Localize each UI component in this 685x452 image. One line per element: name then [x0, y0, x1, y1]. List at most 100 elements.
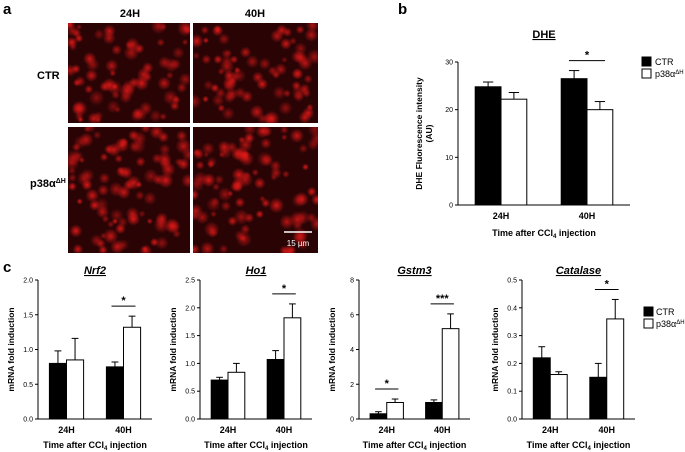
chart-title: DHE — [532, 29, 555, 41]
y-tick-label: 1.5 — [23, 312, 33, 319]
x-tick-label: 24H — [493, 211, 510, 221]
bar-ctr-40h — [425, 401, 443, 420]
y-axis-label: mRNA fold induction — [327, 307, 337, 391]
bar-ctr-24h — [369, 413, 388, 420]
y-tick-label: 0.3 — [507, 333, 517, 340]
legend-b: CTR p38αΔH — [641, 56, 684, 79]
chart-title: Ho1 — [246, 265, 267, 277]
bar-ctr-40h — [560, 78, 588, 206]
y-tick-label: 2.5 — [185, 278, 195, 285]
chart-dhe: DHE 0 10 20 30 DHE Fluorescence intensity(AU)… — [414, 29, 630, 240]
bar-p38-24h — [227, 371, 246, 420]
panel-letter-c: c — [3, 259, 11, 276]
x-tick-label: 24H — [378, 425, 395, 435]
chart-catalase: Catalase 0.0 0.1 0.2 0.3 0.4 0.5 mRNA fold indu… — [490, 265, 635, 452]
x-axis-label: Time after CCl4 injection — [492, 228, 596, 240]
y-tick-label: 0.1 — [507, 389, 517, 396]
significance-marker: * — [585, 50, 590, 62]
bar-ctr-40h — [266, 359, 285, 420]
y-tick-label: 30 — [445, 60, 453, 67]
micrograph-tile — [193, 127, 318, 253]
chart-ho1: Ho1 0.0 0.5 1.0 1.5 2.0 2.5 mRNA fold induction… — [168, 265, 312, 452]
y-axis-label: mRNA fold induction — [6, 307, 16, 391]
x-tick-label: 40H — [276, 425, 293, 435]
legend-swatch-p38 — [643, 318, 654, 329]
y-tick-label: 0.0 — [23, 417, 33, 424]
panel-letter-b: b — [398, 1, 407, 18]
micrograph-tile — [68, 127, 190, 253]
column-header-40h: 40H — [245, 8, 265, 20]
bar-p38-40h — [283, 317, 302, 420]
significance-marker: *** — [436, 293, 450, 305]
legend-swatch-p38 — [641, 68, 652, 79]
y-tick-label: 10 — [445, 155, 453, 162]
y-tick-label: 2.0 — [23, 278, 33, 285]
legend-swatch-ctr — [641, 56, 652, 67]
x-tick-label: 24H — [542, 425, 559, 435]
y-tick-label: 0.4 — [507, 305, 517, 312]
y-axis-label: mRNA fold induction — [168, 307, 178, 391]
y-tick-label: 1.5 — [185, 333, 195, 340]
x-axis-label: Time after CCl4 injection — [43, 440, 147, 452]
x-axis-label: Time after CCl4 injection — [527, 440, 631, 452]
micrograph-tile — [193, 23, 318, 123]
y-tick-label: 0.5 — [23, 382, 33, 389]
x-axis-label: Time after CCl4 injection — [204, 440, 308, 452]
chart-title: Catalase — [556, 265, 601, 277]
bar-p38-40h — [606, 318, 625, 420]
panel-letter-a: a — [3, 1, 12, 18]
legend-label-ctr: CTR — [655, 57, 674, 67]
y-tick-label: 0.2 — [507, 361, 517, 368]
x-tick-label: 40H — [579, 211, 596, 221]
y-tick-label: 0.0 — [507, 417, 517, 424]
y-tick-label: 20 — [445, 107, 453, 114]
bar-ctr-24h — [532, 357, 551, 420]
x-tick-label: 24H — [58, 425, 75, 435]
significance-marker: * — [385, 378, 390, 390]
x-tick-label: 40H — [598, 425, 615, 435]
x-tick-label: 24H — [220, 425, 237, 435]
x-tick-label: 40H — [434, 425, 451, 435]
y-tick-label: 0.0 — [185, 417, 195, 424]
y-tick-label: 2 — [350, 382, 354, 389]
legend-label-p38: p38αΔH — [656, 319, 685, 329]
legend-label-ctr: CTR — [656, 307, 675, 317]
scale-bar: 15 µm — [284, 231, 312, 248]
y-axis-label: mRNA fold induction — [490, 307, 500, 391]
y-tick-label: 6 — [350, 312, 354, 319]
bar-p38-24h — [386, 401, 404, 420]
bar-p38-40h — [586, 109, 614, 206]
y-tick-label: 0.5 — [507, 278, 517, 285]
chart-nrf2: Nrf2 0.0 0.5 1.0 1.5 2.0 mRNA fold induction Ti… — [6, 265, 152, 452]
chart-title: Nrf2 — [84, 265, 106, 277]
bar-p38-24h — [549, 374, 568, 420]
bar-p38-40h — [441, 328, 460, 420]
chart-gstm3: Gstm3 0 2 4 6 8 mRNA fold induction Time after … — [327, 265, 470, 452]
legend-swatch-ctr — [643, 306, 654, 317]
y-tick-label: 1.0 — [185, 361, 195, 368]
bar-ctr-24h — [474, 86, 502, 206]
y-tick-label: 0.5 — [185, 389, 195, 396]
x-tick-label: 40H — [115, 425, 132, 435]
y-tick-label: 0 — [350, 417, 354, 424]
bar-p38-40h — [123, 326, 142, 420]
bar-p38-24h — [500, 98, 528, 206]
bar-p38-24h — [66, 359, 85, 420]
y-tick-label: 4 — [350, 347, 354, 354]
bar-ctr-24h — [48, 362, 68, 420]
micrograph-tile — [68, 23, 190, 123]
chart-title: Gstm3 — [397, 265, 431, 277]
micrograph-panel: 24H 40H CTR p38αΔH 15 µm — [30, 8, 318, 253]
bar-ctr-24h — [210, 379, 229, 420]
row-label-ctr: CTR — [37, 70, 60, 82]
bar-ctr-40h — [589, 376, 608, 420]
significance-marker: * — [282, 283, 287, 295]
significance-marker: * — [121, 295, 126, 307]
y-tick-label: 8 — [350, 278, 354, 285]
y-tick-label: 0 — [449, 203, 453, 210]
row-label-p38: p38αΔH — [30, 178, 66, 190]
bar-ctr-40h — [105, 366, 125, 420]
scale-bar-label: 15 µm — [287, 239, 310, 248]
x-axis-label: Time after CCl4 injection — [363, 440, 467, 452]
